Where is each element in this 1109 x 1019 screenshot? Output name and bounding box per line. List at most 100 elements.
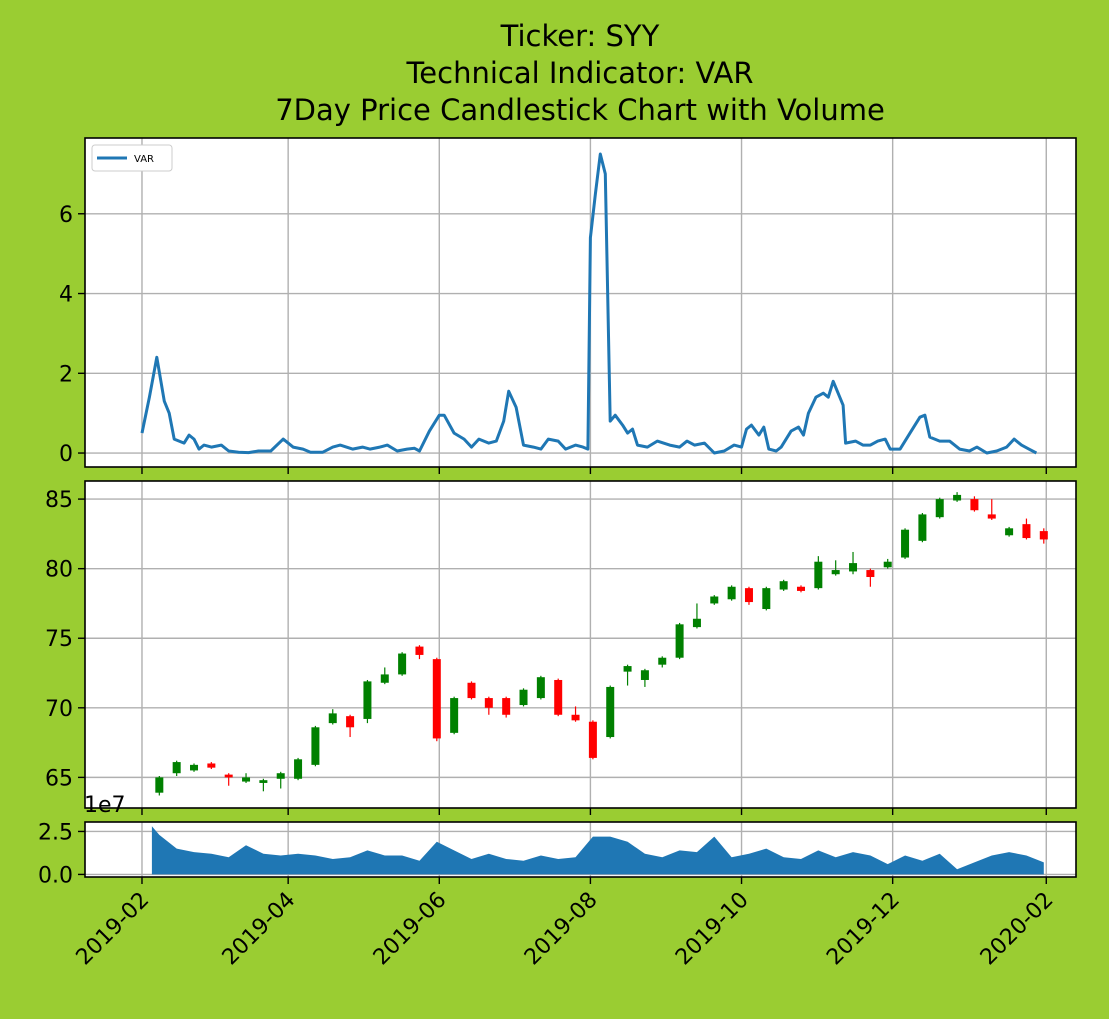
candle-body <box>970 499 979 511</box>
candle <box>155 775 164 796</box>
candle-body <box>692 618 701 628</box>
candle-body <box>901 529 910 558</box>
panel-border <box>84 480 1077 809</box>
candle <box>866 568 875 587</box>
candle <box>172 760 181 776</box>
candle-body <box>172 762 181 774</box>
candle <box>380 667 389 685</box>
candle-body <box>779 581 788 590</box>
candle-body <box>484 698 493 708</box>
candle <box>242 773 251 783</box>
candle <box>814 556 823 590</box>
candle <box>744 586 753 605</box>
candle <box>901 528 910 559</box>
volume-area <box>151 826 1044 875</box>
candle <box>536 675 545 700</box>
candle-body <box>190 764 199 771</box>
candle-body <box>155 777 164 793</box>
candle <box>363 679 372 724</box>
candle-body <box>1022 524 1031 539</box>
candle-body <box>571 714 580 721</box>
price-candlestick-panel: 65 70 75 80 85 <box>45 480 1077 815</box>
candle <box>259 778 268 792</box>
candle-body <box>450 698 459 733</box>
candle <box>276 771 285 789</box>
var-indicator-panel: 0 2 4 6 VAR <box>59 137 1077 474</box>
candle <box>398 652 407 676</box>
title-line-1: Ticker: SYY <box>500 19 660 53</box>
y-tick-label: 80 <box>45 558 73 583</box>
candle-body <box>744 588 753 603</box>
candle-body <box>606 686 615 738</box>
candle-body <box>311 727 320 765</box>
candle <box>571 706 580 722</box>
candle <box>953 492 962 502</box>
candle-body <box>363 681 372 719</box>
candle-body <box>953 494 962 501</box>
y-tick-label: 65 <box>45 766 73 791</box>
candle <box>606 685 615 739</box>
candle <box>935 497 944 519</box>
candle <box>987 499 996 520</box>
panel-border <box>84 821 1077 878</box>
candle <box>623 664 632 686</box>
y-tick-label: 70 <box>45 697 73 722</box>
candle-body <box>796 586 805 591</box>
candle <box>831 560 840 576</box>
volume-offset-label: 1e7 <box>84 793 126 818</box>
candle <box>762 586 771 611</box>
candle <box>519 688 528 707</box>
candle <box>1022 518 1031 540</box>
candle-body <box>710 596 719 604</box>
candle <box>727 585 736 601</box>
volume-panel: 0.0 2.5 1e7 <box>38 793 1077 888</box>
title-line-3: 7Day Price Candlestick Chart with Volume <box>275 93 885 127</box>
candle-body <box>224 774 233 778</box>
candle-body <box>640 670 649 680</box>
candle <box>588 720 597 760</box>
y-tick-label: 0.0 <box>38 863 73 888</box>
candle <box>346 714 355 738</box>
var-series-line <box>140 152 1038 455</box>
candle <box>432 657 441 742</box>
chart-title: Ticker: SYY Technical Indicator: VAR 7Da… <box>275 19 885 127</box>
candle-body <box>883 561 892 568</box>
candle <box>294 757 303 781</box>
candle-body <box>987 514 996 519</box>
candle <box>692 603 701 629</box>
panel-background <box>85 481 1076 808</box>
candle-body <box>554 679 563 715</box>
y-tick-label: 2 <box>59 362 73 387</box>
candle <box>415 645 424 660</box>
candle-body <box>276 773 285 779</box>
candle <box>883 558 892 569</box>
y-tick-label: 85 <box>45 488 73 513</box>
candle-body <box>346 716 355 728</box>
candle-body <box>918 514 927 541</box>
candle-body <box>1005 528 1014 536</box>
candle-body <box>623 666 632 672</box>
candle-body <box>866 570 875 578</box>
y-tick-label: 6 <box>59 203 73 228</box>
candle <box>467 681 476 700</box>
y-tick-label: 0 <box>59 442 73 467</box>
candle <box>675 622 684 660</box>
y-tick-label: 2.5 <box>38 820 73 845</box>
legend-label: VAR <box>134 154 154 165</box>
candle <box>640 668 649 687</box>
candle-body <box>207 763 216 768</box>
candle-body <box>398 653 407 675</box>
legend: VAR <box>91 144 173 172</box>
candle-body <box>849 563 858 572</box>
candle <box>554 678 563 717</box>
candle-body <box>519 689 528 706</box>
panel-background <box>85 138 1076 467</box>
candle <box>207 762 216 770</box>
candle-body <box>242 777 251 782</box>
candle <box>918 513 927 543</box>
y-tick-label: 4 <box>59 283 73 308</box>
candle-body <box>536 677 545 699</box>
candle-body <box>675 624 684 658</box>
y-tick-label: 75 <box>45 627 73 652</box>
